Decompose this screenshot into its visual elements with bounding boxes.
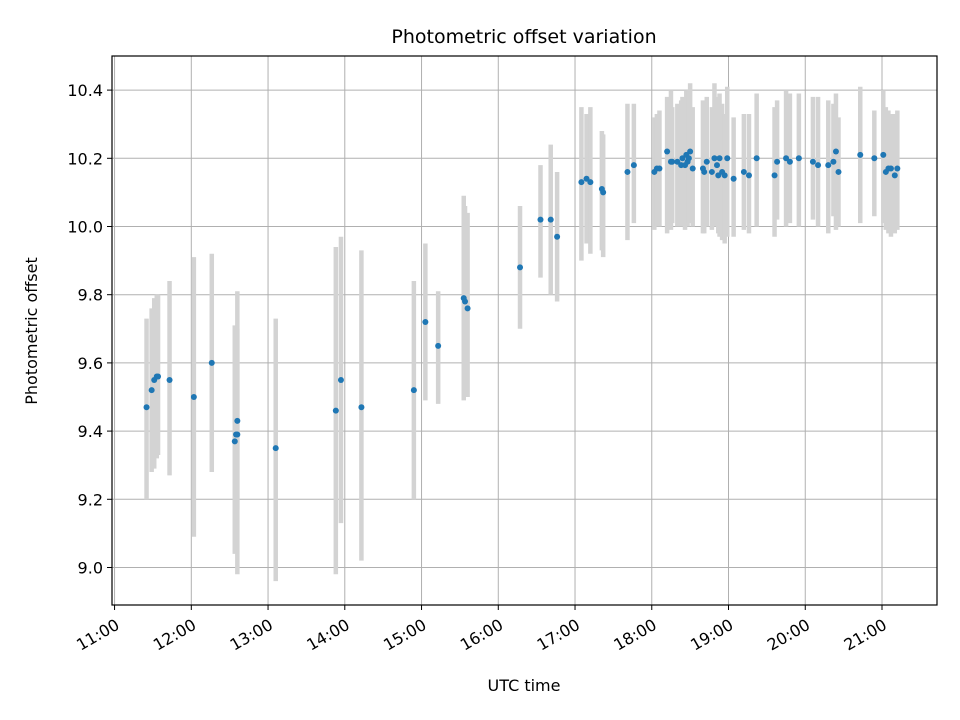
data-point [815, 162, 822, 169]
data-point [714, 162, 720, 169]
data-point [701, 168, 708, 175]
data-point [166, 376, 173, 383]
data-point [578, 179, 585, 186]
data-point [422, 318, 429, 325]
data-point [809, 158, 816, 165]
data-point [730, 175, 737, 182]
data-point [517, 264, 524, 271]
data-point [825, 162, 832, 169]
data-point [740, 168, 747, 175]
data-points [143, 148, 901, 452]
y-tick-label: 9.8 [78, 286, 103, 305]
data-point [786, 158, 793, 165]
data-point [689, 165, 696, 172]
data-point [190, 393, 197, 400]
data-point [656, 165, 663, 172]
data-point [835, 168, 842, 175]
data-point [771, 172, 778, 179]
data-point [547, 216, 554, 223]
data-point [462, 298, 469, 305]
y-tick-label: 10.2 [67, 149, 103, 168]
data-point [708, 168, 715, 175]
data-point [703, 158, 710, 165]
data-point [774, 158, 781, 165]
data-point [554, 233, 561, 240]
data-point [753, 155, 760, 162]
data-point [148, 387, 155, 394]
data-point [894, 165, 901, 172]
data-point [464, 305, 471, 312]
data-point [857, 151, 864, 158]
data-point [155, 373, 162, 380]
data-point [587, 179, 594, 186]
y-tick-label: 10.0 [67, 217, 103, 236]
data-point [332, 407, 339, 414]
data-point [830, 158, 837, 165]
y-axis-ticks: 9.0 9.2 9.4 9.6 9.8 10.0 10.2 10.4 [67, 81, 112, 577]
data-point [887, 165, 894, 172]
data-point [234, 431, 241, 438]
data-point [358, 404, 365, 411]
y-axis-label: Photometric offset [22, 257, 41, 405]
data-point [679, 155, 686, 162]
data-point [674, 158, 681, 165]
data-point [234, 417, 241, 424]
plot-frame [111, 55, 938, 606]
data-point [724, 155, 731, 162]
data-point [272, 445, 279, 452]
data-point [337, 376, 344, 383]
data-point [685, 155, 692, 162]
data-point [664, 148, 671, 155]
chart-title: Photometric offset variation [391, 26, 656, 48]
y-tick-label: 9.2 [78, 490, 103, 509]
x-axis-label: UTC time [488, 676, 561, 695]
data-point [410, 387, 417, 394]
data-point [795, 155, 802, 162]
data-point [231, 438, 238, 445]
data-point [630, 162, 637, 169]
data-point [537, 216, 544, 223]
y-tick-label: 9.4 [78, 422, 103, 441]
data-point [687, 148, 694, 155]
data-point [669, 158, 676, 165]
y-tick-label: 10.4 [67, 81, 103, 100]
y-tick-label: 9.6 [78, 354, 103, 373]
data-point [583, 175, 590, 182]
data-point [600, 189, 607, 196]
data-point [715, 172, 722, 179]
data-point [880, 151, 887, 158]
data-point [208, 359, 215, 366]
data-point [435, 342, 442, 349]
data-point [891, 172, 898, 179]
data-point [711, 155, 718, 162]
data-point [832, 148, 839, 155]
data-point [783, 155, 790, 162]
data-point [716, 155, 723, 162]
y-tick-label: 9.0 [78, 558, 103, 577]
data-point [745, 172, 752, 179]
data-point [624, 168, 631, 175]
data-point [871, 155, 878, 162]
data-point [143, 404, 150, 411]
data-point [721, 172, 728, 179]
